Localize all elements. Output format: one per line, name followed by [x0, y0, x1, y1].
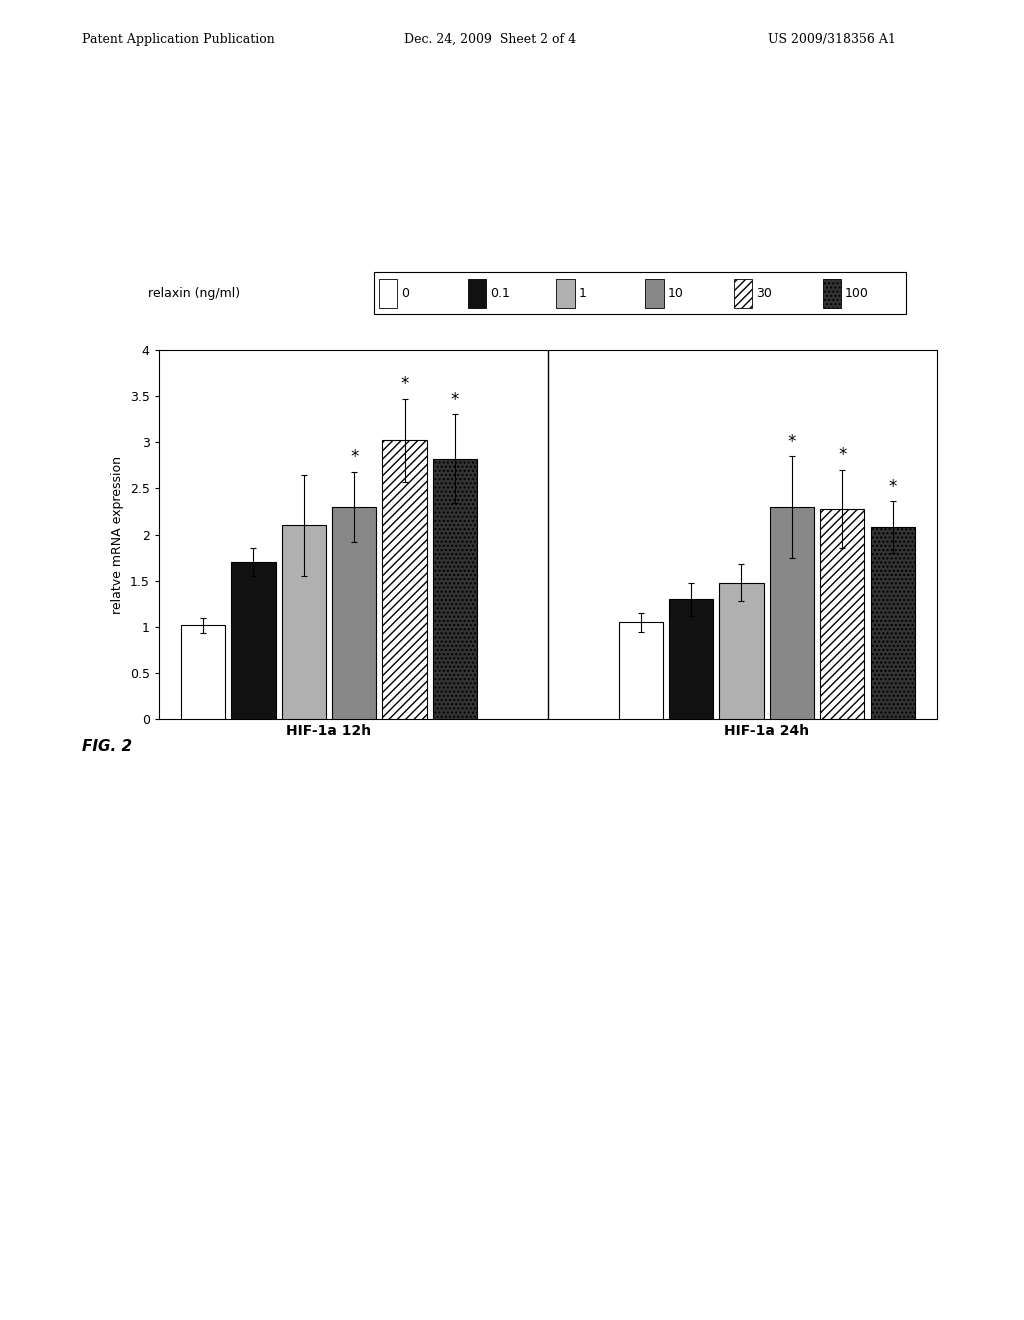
- Text: Patent Application Publication: Patent Application Publication: [82, 33, 274, 46]
- Bar: [770, 507, 814, 719]
- Text: US 2009/318356 A1: US 2009/318356 A1: [768, 33, 896, 46]
- Bar: [332, 507, 377, 719]
- Bar: [181, 626, 225, 719]
- Text: 0.1: 0.1: [490, 286, 510, 300]
- Text: FIG. 2: FIG. 2: [82, 739, 132, 754]
- Text: relaxin (ng/ml): relaxin (ng/ml): [148, 286, 241, 300]
- Text: *: *: [451, 391, 459, 409]
- Bar: [282, 525, 326, 719]
- Bar: [719, 582, 764, 719]
- Text: *: *: [838, 446, 847, 465]
- Bar: [870, 527, 914, 719]
- Text: 0: 0: [401, 286, 410, 300]
- Bar: [618, 622, 663, 719]
- Text: 10: 10: [668, 286, 684, 300]
- Text: 30: 30: [757, 286, 772, 300]
- Text: Dec. 24, 2009  Sheet 2 of 4: Dec. 24, 2009 Sheet 2 of 4: [404, 33, 577, 46]
- Text: *: *: [350, 449, 358, 466]
- Bar: [820, 508, 864, 719]
- Text: 100: 100: [845, 286, 869, 300]
- Bar: [433, 459, 477, 719]
- Bar: [231, 562, 275, 719]
- Bar: [669, 599, 713, 719]
- Bar: [383, 441, 427, 719]
- Y-axis label: relatve mRNA expression: relatve mRNA expression: [112, 455, 124, 614]
- Text: *: *: [787, 433, 796, 450]
- Text: 1: 1: [579, 286, 587, 300]
- Text: *: *: [889, 478, 897, 496]
- Text: *: *: [400, 375, 409, 393]
